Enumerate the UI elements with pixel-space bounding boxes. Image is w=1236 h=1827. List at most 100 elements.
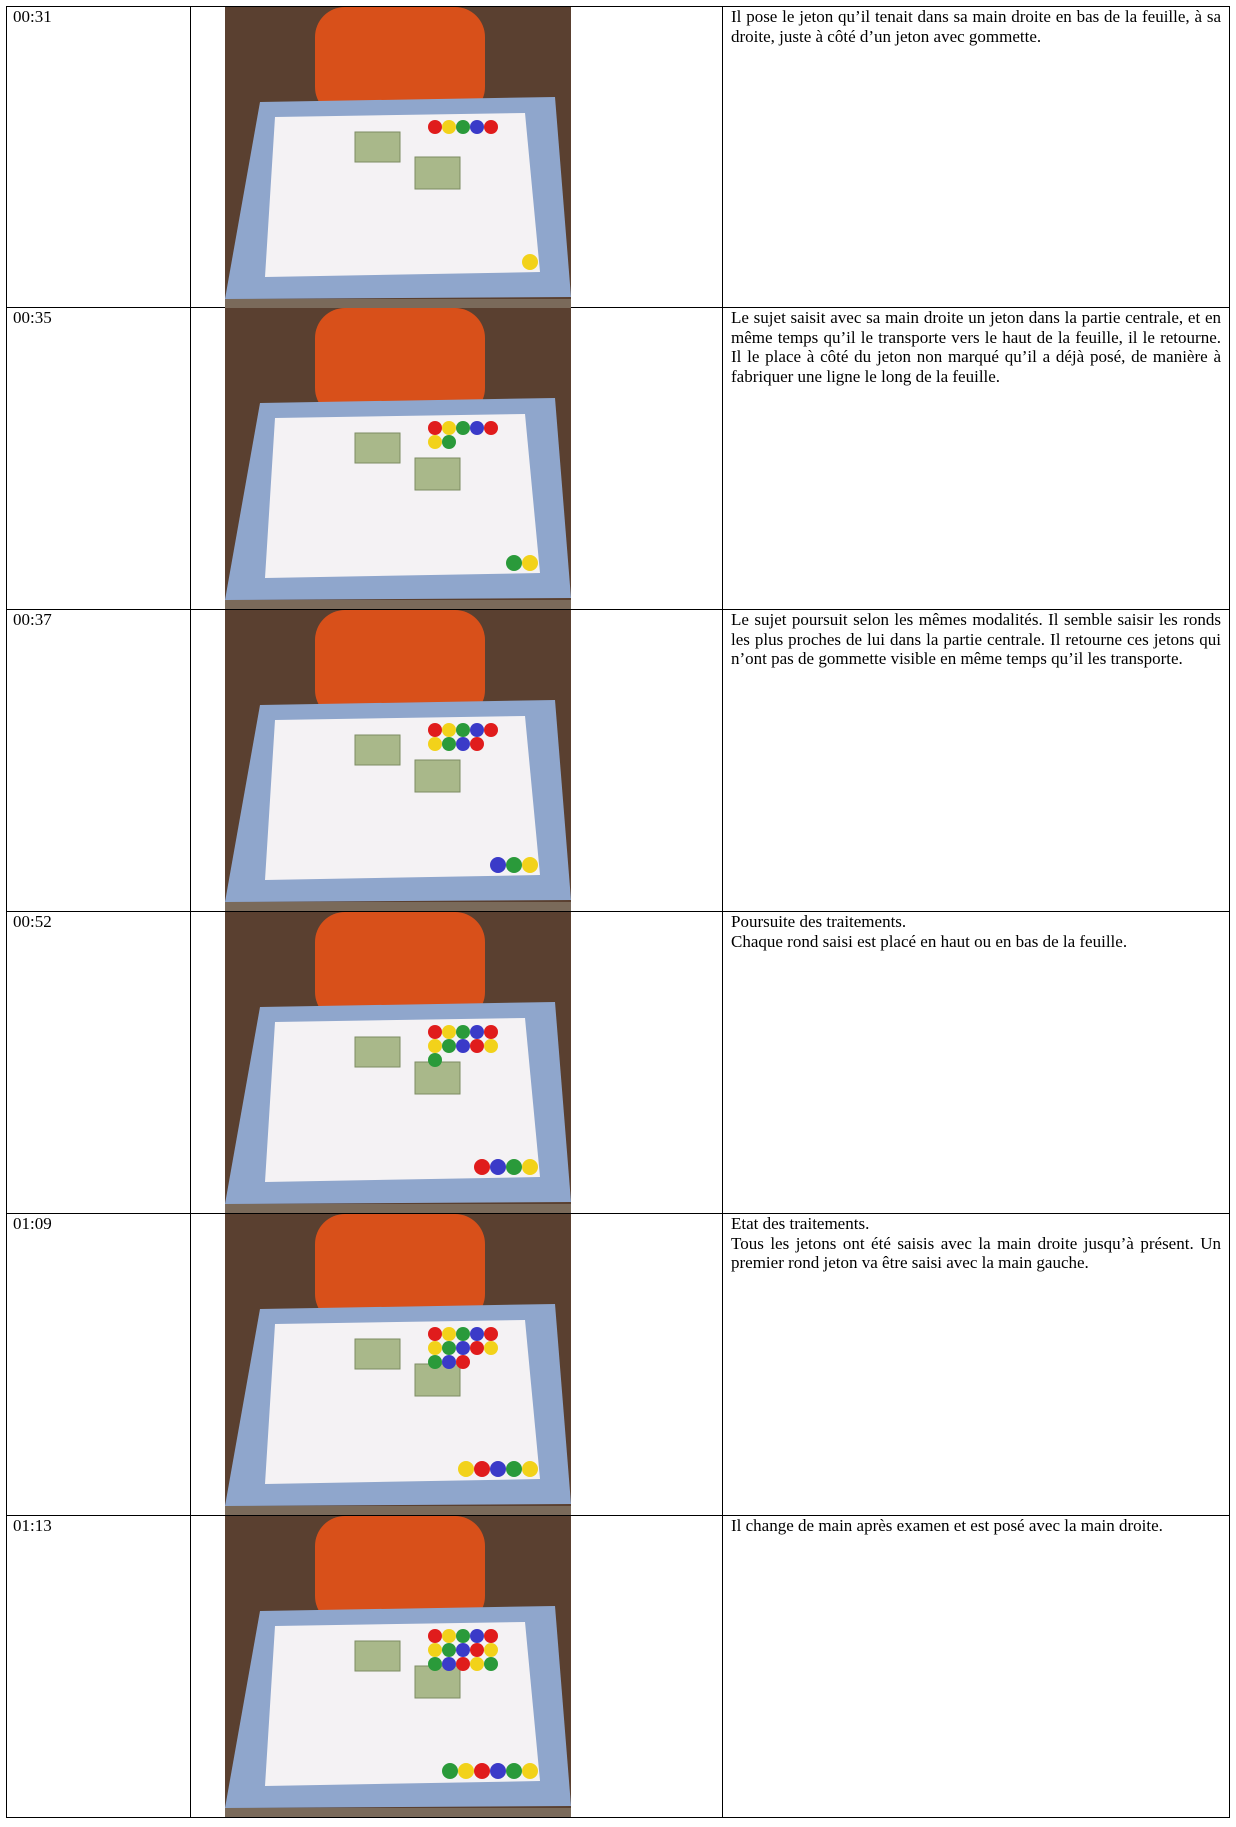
frame-shape (428, 1341, 442, 1355)
frame-shape (428, 1643, 442, 1657)
frame-shape (225, 902, 571, 911)
frame-shape (315, 1214, 485, 1324)
frame-shape (456, 737, 470, 751)
frame-shape (354, 432, 401, 464)
frame-shape (470, 1025, 484, 1039)
timestamp: 00:52 (6, 912, 191, 1213)
description-cell: Poursuite des traitements. Chaque rond sa… (723, 912, 1230, 1213)
frame-shape (265, 716, 540, 880)
frame-shape (414, 1665, 461, 1699)
frame-shape (470, 120, 484, 134)
timestamp: 00:37 (6, 610, 191, 911)
frame-shape (428, 1025, 442, 1039)
frame-shape (456, 1643, 470, 1657)
photo-cell (191, 308, 723, 609)
description-cell: Il pose le jeton qu’il tenait dans sa ma… (723, 7, 1230, 307)
description-cell: Etat des traitements. Tous les jetons ont… (723, 1214, 1230, 1515)
frame-shape (265, 1622, 540, 1786)
frame-shape (428, 1039, 442, 1053)
description-cell: Le sujet saisit avec sa main droite un j… (723, 308, 1230, 609)
timestamp: 01:09 (6, 1214, 191, 1515)
frame-shape (506, 555, 522, 571)
frame-shape (354, 1640, 401, 1672)
frame-shape (484, 1629, 498, 1643)
frame-shape (442, 1643, 456, 1657)
frame-shape (265, 1320, 540, 1484)
photo-cell (191, 1214, 723, 1515)
frame-shape (490, 1763, 506, 1779)
frame-shape (456, 723, 470, 737)
frame-shape (428, 1053, 442, 1067)
frame-shape (470, 1643, 484, 1657)
frame-shape (265, 1018, 540, 1182)
frame-shape (484, 1025, 498, 1039)
frame-shape (470, 723, 484, 737)
frame-shape (458, 1763, 474, 1779)
frame-shape (428, 723, 442, 737)
frame-shape (474, 1763, 490, 1779)
frame-shape (474, 1461, 490, 1477)
frame-shape (506, 1159, 522, 1175)
table-row: 00:52 Poursuite des traitements. Chaque ro… (6, 912, 1230, 1214)
frame-shape (442, 120, 456, 134)
frame-shape (442, 1629, 456, 1643)
frame-shape (484, 723, 498, 737)
frame-shape (484, 1039, 498, 1053)
frame-shape (490, 857, 506, 873)
frame-shape (315, 7, 485, 117)
frame-shape (470, 1327, 484, 1341)
description-cell: Le sujet poursuit selon les mêmes modali… (723, 610, 1230, 911)
frame-shape (456, 1629, 470, 1643)
frame-shape (522, 555, 538, 571)
frame-shape (490, 1159, 506, 1175)
timestamp: 00:31 (6, 7, 191, 307)
table-row: 00:35 Le sujet saisit avec sa main droite… (6, 308, 1230, 610)
frame-shape (456, 1327, 470, 1341)
video-frame (225, 7, 571, 308)
frame-shape (490, 1461, 506, 1477)
description-text: Tous les jetons ont été saisis avec la m… (731, 1233, 1221, 1273)
description-text: Poursuite des traitements. (731, 912, 907, 931)
video-frame (225, 1516, 571, 1817)
frame-shape (354, 1338, 401, 1370)
frame-shape (428, 1327, 442, 1341)
frame-shape (456, 120, 470, 134)
frame-shape (225, 600, 571, 609)
description-text: Le sujet saisit avec sa main droite un j… (731, 308, 1221, 386)
frame-shape (484, 120, 498, 134)
frame-shape (414, 1061, 461, 1095)
video-frame (225, 1214, 571, 1515)
frame-shape (354, 734, 401, 766)
description-cell: Il change de main après examen et est po… (723, 1516, 1230, 1817)
frame-shape (315, 308, 485, 418)
frame-shape (456, 421, 470, 435)
frame-shape (442, 1327, 456, 1341)
frame-shape (414, 156, 461, 190)
observation-table: 00:31 Il pose le jeton qu’il tenait dans … (6, 6, 1230, 1818)
timestamp: 00:35 (6, 308, 191, 609)
frame-shape (484, 1327, 498, 1341)
frame-shape (484, 1341, 498, 1355)
frame-shape (442, 1039, 456, 1053)
frame-shape (414, 457, 461, 491)
video-frame (225, 912, 571, 1213)
frame-shape (470, 1657, 484, 1671)
frame-shape (442, 1657, 456, 1671)
photo-cell (191, 610, 723, 911)
timestamp: 01:13 (6, 1516, 191, 1817)
frame-shape (456, 1341, 470, 1355)
frame-shape (225, 1506, 571, 1515)
frame-shape (458, 1461, 474, 1477)
frame-shape (522, 1461, 538, 1477)
frame-shape (442, 737, 456, 751)
frame-shape (414, 759, 461, 793)
table-row: 01:09 Etat des traitements. Tous les jeton… (6, 1214, 1230, 1516)
frame-shape (442, 1763, 458, 1779)
frame-shape (428, 421, 442, 435)
frame-shape (484, 421, 498, 435)
frame-shape (354, 131, 401, 163)
table-row: 01:13 Il change de main après examen et e… (6, 1516, 1230, 1818)
table-row: 00:37 Le sujet poursuit selon les mêmes m… (6, 610, 1230, 912)
description-text: Etat des traitements. (731, 1214, 870, 1233)
